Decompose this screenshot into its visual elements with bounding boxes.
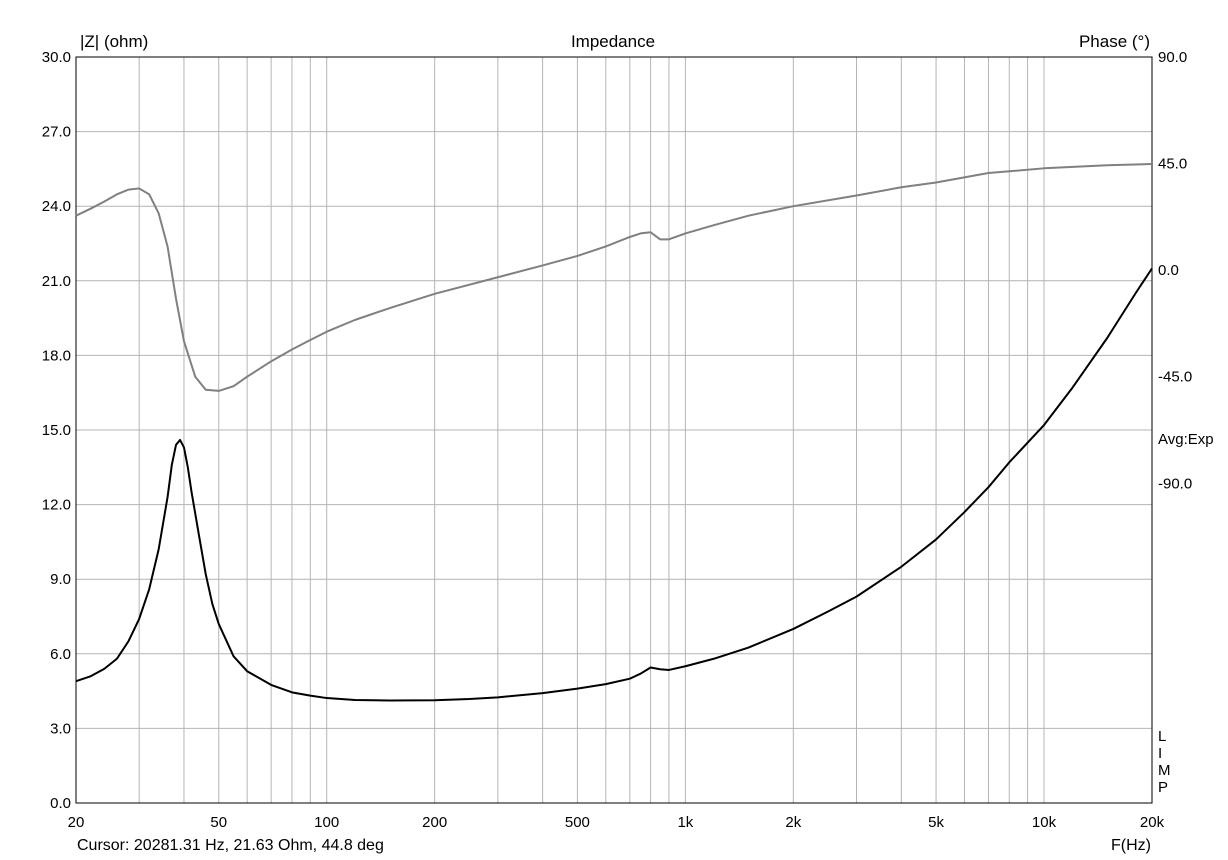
y-tick-label: 9.0	[50, 571, 71, 588]
y2-tick-label: 90.0	[1158, 49, 1187, 66]
cursor-readout: Cursor: 20281.31 Hz, 21.63 Ohm, 44.8 deg	[77, 837, 384, 854]
x-tick-label: 5k	[928, 814, 944, 831]
lim-letter: I	[1158, 745, 1163, 762]
y-tick-label: 18.0	[42, 347, 71, 364]
x-tick-label: 500	[565, 814, 590, 831]
lim-letter: L	[1158, 728, 1167, 745]
right-axis-label: Phase (°)	[1078, 32, 1150, 51]
y2-tick-label: -45.0	[1158, 369, 1192, 386]
y-tick-label: 15.0	[42, 422, 71, 439]
impedance-curve	[75, 267, 1153, 702]
plot-frame	[75, 56, 1153, 804]
y-tick-label: 21.0	[42, 273, 71, 290]
y-tick-label: 24.0	[42, 198, 71, 215]
x-tick-label: 20k	[1140, 814, 1165, 831]
phase-curve	[75, 163, 1153, 392]
x-tick-label: 50	[210, 814, 227, 831]
x-tick-label: 1k	[677, 814, 693, 831]
y-tick-label: 6.0	[50, 646, 71, 663]
y2-tick-label: 45.0	[1158, 156, 1187, 173]
chart-title: Impedance	[570, 32, 656, 51]
y2-tick-label: -90.0	[1158, 475, 1192, 492]
left-axis-label: |Z| (ohm)	[80, 32, 149, 51]
lim-letter: P	[1158, 779, 1169, 796]
series-group	[75, 163, 1153, 702]
y2-tick-label: 0.0	[1158, 262, 1179, 279]
x-tick-label: 200	[422, 814, 447, 831]
x-tick-label: 10k	[1032, 814, 1057, 831]
x-tick-label: 20	[68, 814, 85, 831]
x-tick-label: 100	[314, 814, 339, 831]
grid	[76, 57, 1152, 803]
avg-label: Avg:Exp	[1158, 431, 1214, 448]
y-tick-label: 0.0	[50, 795, 71, 812]
y-tick-label: 30.0	[42, 49, 71, 66]
lim-label: L I M P	[1158, 728, 1171, 796]
x-axis-label: F(Hz)	[1111, 837, 1151, 854]
y-tick-label: 12.0	[42, 497, 71, 514]
y-tick-label: 3.0	[50, 720, 71, 737]
lim-letter: M	[1158, 762, 1171, 779]
x-tick-label: 2k	[785, 814, 801, 831]
y-tick-label: 27.0	[42, 124, 71, 141]
